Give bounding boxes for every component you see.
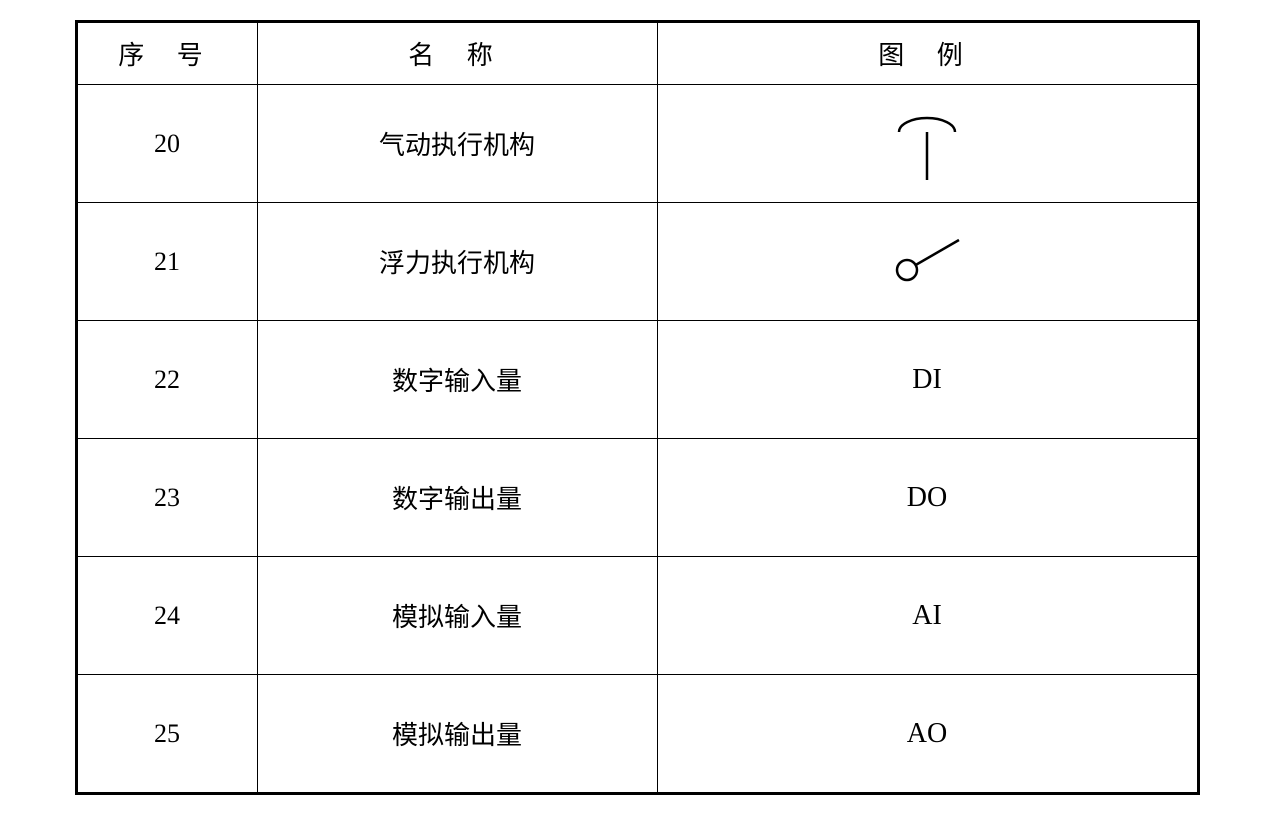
cell-seq: 21 bbox=[77, 203, 257, 321]
cell-name: 气动执行机构 bbox=[257, 85, 657, 203]
table-body: 20气动执行机构21浮力执行机构22数字输入量 DI 23数字输出量 DO 24模拟输入… bbox=[77, 85, 1197, 793]
table-row: 24模拟输入量 AI bbox=[77, 557, 1197, 675]
cell-legend: AO bbox=[657, 675, 1197, 793]
cell-name: 浮力执行机构 bbox=[257, 203, 657, 321]
cell-name: 数字输出量 bbox=[257, 439, 657, 557]
table-row: 25模拟输出量 AO bbox=[77, 675, 1197, 793]
header-legend: 图 例 bbox=[657, 23, 1197, 85]
symbol-legend-table-container: 序 号 名 称 图 例 20气动执行机构21浮力执行机构22数字输入量 DI 23数… bbox=[75, 20, 1200, 795]
table-row: 23数字输出量 DO bbox=[77, 439, 1197, 557]
cell-legend bbox=[657, 203, 1197, 321]
cell-seq: 23 bbox=[77, 439, 257, 557]
symbol-text: AI bbox=[912, 600, 942, 631]
pneumatic-actuator-icon bbox=[877, 104, 977, 184]
symbol-text: DO bbox=[907, 482, 947, 513]
cell-legend: AI bbox=[657, 557, 1197, 675]
symbol-text: DI bbox=[912, 364, 942, 395]
table-row: 20气动执行机构 bbox=[77, 85, 1197, 203]
cell-seq: 24 bbox=[77, 557, 257, 675]
table-row: 22数字输入量 DI bbox=[77, 321, 1197, 439]
cell-seq: 25 bbox=[77, 675, 257, 793]
header-name: 名 称 bbox=[257, 23, 657, 85]
header-seq: 序 号 bbox=[77, 23, 257, 85]
cell-legend bbox=[657, 85, 1197, 203]
cell-name: 数字输入量 bbox=[257, 321, 657, 439]
cell-legend: DI bbox=[657, 321, 1197, 439]
buoyancy-actuator-icon bbox=[867, 232, 987, 292]
table-row: 21浮力执行机构 bbox=[77, 203, 1197, 321]
symbol-legend-table: 序 号 名 称 图 例 20气动执行机构21浮力执行机构22数字输入量 DI 23数… bbox=[77, 22, 1198, 793]
table-header-row: 序 号 名 称 图 例 bbox=[77, 23, 1197, 85]
cell-name: 模拟输入量 bbox=[257, 557, 657, 675]
cell-seq: 20 bbox=[77, 85, 257, 203]
cell-seq: 22 bbox=[77, 321, 257, 439]
cell-name: 模拟输出量 bbox=[257, 675, 657, 793]
cell-legend: DO bbox=[657, 439, 1197, 557]
symbol-text: AO bbox=[907, 718, 947, 749]
